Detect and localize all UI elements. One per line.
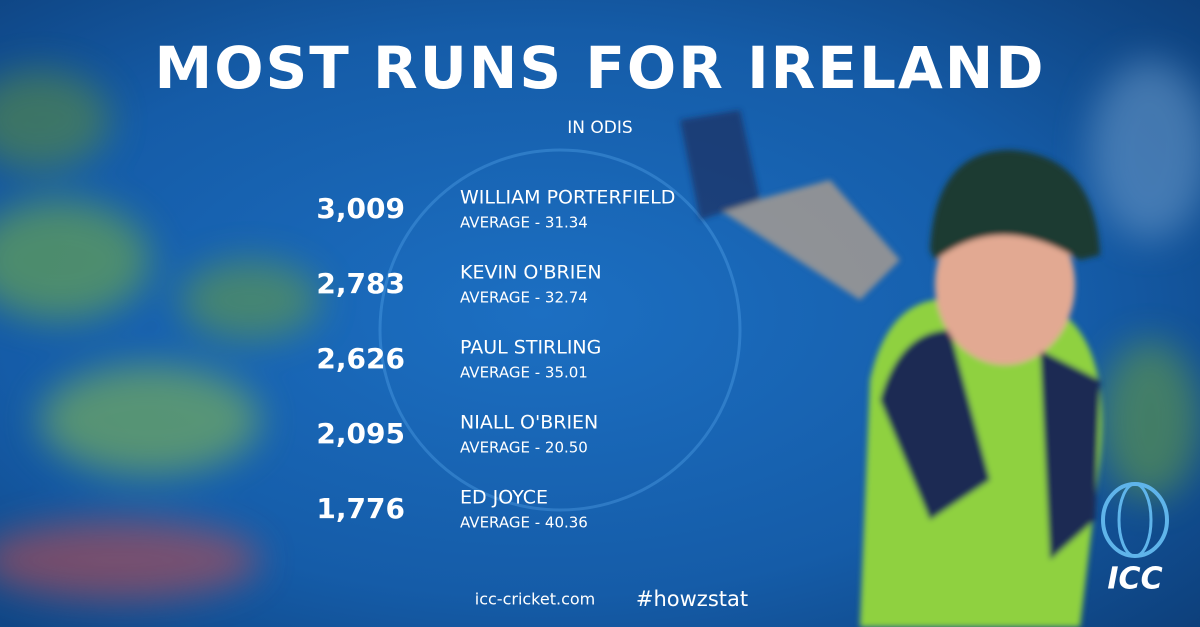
player <box>680 110 1102 627</box>
ring <box>378 148 742 512</box>
runs: 2,783 <box>316 267 405 300</box>
runs: 2,626 <box>316 342 405 375</box>
player-name: NIALL O'BRIEN <box>460 412 598 434</box>
hashtag: #howzstat <box>636 587 748 611</box>
site: icc-cricket.com <box>475 590 596 609</box>
runs: 1,776 <box>316 492 405 525</box>
logo-text: ICC <box>1107 562 1162 597</box>
title: MOST RUNS FOR IRELAND <box>155 34 1046 102</box>
player-name: PAUL STIRLING <box>460 337 601 359</box>
stat-list: 3,009 WILLIAM PORTERFIELD AVERAGE - 31.34 2… <box>316 187 675 532</box>
average: AVERAGE - 32.74 <box>460 289 588 307</box>
runs: 2,095 <box>316 417 405 450</box>
player-name: ED JOYCE <box>460 487 548 509</box>
player-name: KEVIN O'BRIEN <box>460 262 602 284</box>
average: AVERAGE - 31.34 <box>460 214 588 232</box>
logo: ICC <box>1101 482 1169 597</box>
average: AVERAGE - 20.50 <box>460 439 588 457</box>
runs: 3,009 <box>316 192 405 225</box>
subtitle: IN ODIS <box>567 118 632 138</box>
crowd <box>0 60 1200 600</box>
average: AVERAGE - 40.36 <box>460 514 588 532</box>
average: AVERAGE - 35.01 <box>460 364 588 382</box>
player-name: WILLIAM PORTERFIELD <box>460 187 675 209</box>
